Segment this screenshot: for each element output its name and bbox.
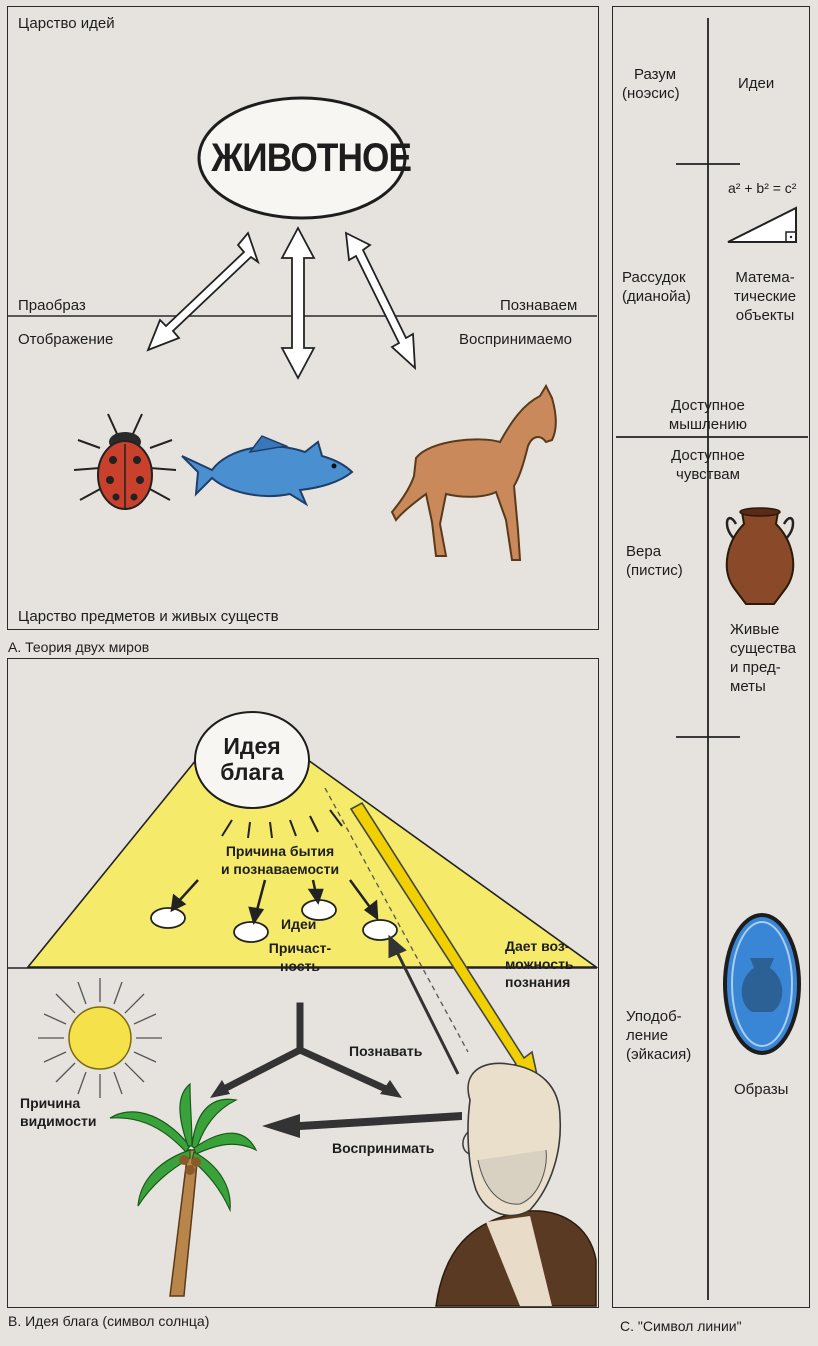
likeness-line-3: (эйкасия) [626,1046,692,1063]
to-perceive-label: Воспринимать [332,1140,435,1156]
cognize-label: Познаваем [500,297,578,314]
right-double-arrow [344,231,417,371]
cause-being-line-2: и познаваемости [220,861,340,877]
sensible-line-2: чувствам [676,466,740,483]
prototype-label: Праобраз [18,297,86,314]
idea-of-good-label: Идея блага [195,733,309,785]
cause-being-label: Причина бытия и познаваемости [190,842,370,878]
thinkable-line-1: Доступное [671,397,745,414]
vase-icon [725,507,795,605]
ideas-c-label: Идеи [738,75,775,92]
panel-idea-of-good [7,658,599,1308]
panel-two-worlds [7,6,599,630]
living-line-4: меты [730,678,766,695]
realm-ideas-label: Царство идей [18,15,115,32]
idea-good-line-2: блага [220,759,284,785]
perceive-arrow [262,1112,462,1138]
cause-visibility-line-2: видимости [20,1113,97,1129]
gives-line-2: можность [505,956,574,972]
caption-b: B. Идея блага (символ солнца) [8,1313,210,1329]
ladybug-icon [73,413,177,510]
gives-line-1: Дает воз- [505,938,570,954]
reason-line-1: Разум [634,66,677,83]
sensible-line-1: Доступное [671,447,745,464]
arrows-to-ideas [170,879,379,925]
cause-visibility-line-1: Причина [20,1095,81,1111]
likeness-line-1: Уподоб- [626,1008,682,1025]
math-line-1: Матема- [735,269,795,286]
perceived-label: Воспринимаемо [459,331,573,348]
participation-arrows [146,226,417,380]
palm-tree-icon [109,1082,258,1297]
animal-idea-label: ЖИВОТНОЕ [211,136,412,180]
thinkable-label: Доступное мышлению [652,396,764,434]
faith-line-1: Вера [626,543,662,560]
thinkable-line-2: мышлению [668,416,748,433]
living-line-1: Живые [730,621,780,638]
understanding-line-1: Рассудок [622,269,686,286]
participation-label: Причаст- ность [256,939,344,975]
understanding-line-2: (дианойа) [622,288,691,305]
to-cognize-label: Познавать [349,1043,423,1059]
likeness-line-2: ление [626,1027,669,1044]
fish-icon [181,435,354,507]
ideas-b-label: Идеи [281,916,317,932]
participation-fork [217,1002,393,1095]
living-line-3: и пред- [730,659,781,676]
right-triangle-icon [727,206,797,243]
reason-label: Разум (ноэсис) [622,65,684,103]
caption-c: C. "Символ линии" [620,1318,742,1334]
math-line-2: тические [733,288,797,305]
reason-line-2: (ноэсис) [622,85,680,102]
caption-a: A. Теория двух миров [8,639,150,655]
gives-line-3: познания [505,974,571,990]
living-line-2: существа [730,640,797,657]
mirror-image-icon [723,913,801,1055]
cause-visibility-label: Причина видимости [20,1094,97,1130]
fork-right-arrowhead [380,1080,402,1098]
images-label: Образы [734,1081,789,1098]
idea-of-good-ellipse [194,711,310,809]
realm-objects-label: Царство предметов и живых существ [18,608,279,625]
living-beings-label: Живые существа и пред- меты [730,620,796,696]
participation-line-1: Причаст- [268,940,332,956]
cause-rays [221,809,343,839]
left-double-arrow [146,231,260,352]
participation-line-2: ность [279,958,321,974]
panel-line-symbol [612,6,810,1308]
faith-label: Вера (пистис) [626,542,683,580]
cause-being-line-1: Причина бытия [225,843,335,859]
faith-line-2: (пистис) [626,562,683,579]
center-double-arrow [280,226,316,380]
philosopher-portrait-icon [435,1062,597,1307]
sun-icon [38,978,162,1098]
gives-knowledge-label: Дает воз- можность познания [505,937,574,991]
idea-good-line-1: Идея [223,733,281,759]
fork-left-arrowhead [210,1080,230,1098]
animal-idea-ellipse [197,96,407,220]
sensible-label: Доступное чувствам [652,446,764,484]
horse-icon [390,383,557,561]
reflection-label: Отображение [18,331,114,348]
math-line-3: объекты [735,307,795,324]
math-objects-label: Матема- тические объекты [722,268,808,325]
cognize-arrow [388,934,460,1075]
likeness-label: Уподоб- ление (эйкасия) [626,1007,691,1064]
understanding-label: Рассудок (дианойа) [622,268,691,306]
pythagoras-formula: a² + b² = c² [728,180,797,196]
